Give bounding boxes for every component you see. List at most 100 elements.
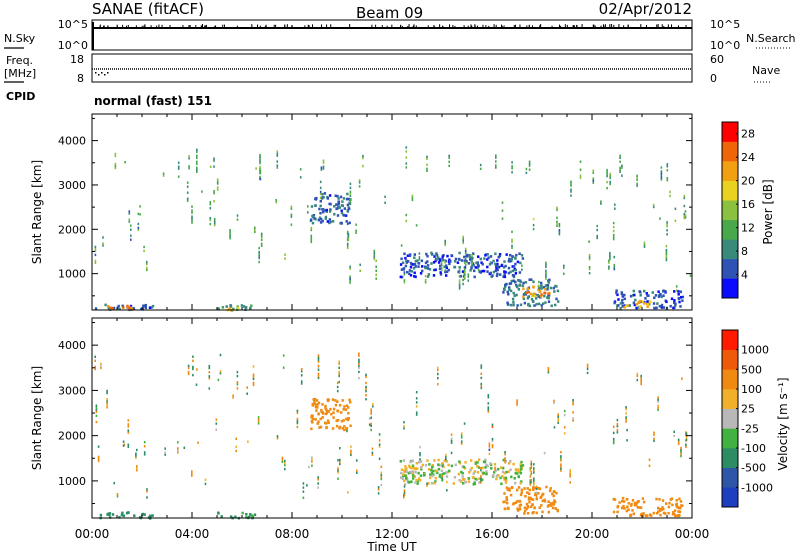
echo-cell [588, 256, 591, 259]
echo-cell [258, 246, 260, 250]
echo-cell [409, 261, 413, 265]
echo-cell [505, 497, 508, 500]
echo-cell [136, 448, 138, 452]
echo-cell [545, 265, 547, 268]
echo-cell [116, 495, 119, 498]
echo-cell [108, 513, 111, 517]
echo-cell [434, 253, 438, 257]
echo-cell [552, 490, 556, 494]
echo-cell [320, 196, 324, 199]
freq-outlier [107, 72, 109, 74]
echo-cell [520, 254, 524, 257]
echo-cell [616, 431, 619, 434]
echo-cell [319, 417, 322, 421]
echo-cell [328, 194, 332, 197]
echo-cell [403, 489, 406, 492]
echo-cell [530, 294, 534, 298]
echo-cell [208, 366, 211, 370]
echo-cell [625, 412, 627, 415]
echo-cell [232, 394, 234, 397]
echo-cell [281, 456, 284, 459]
echo-cell [326, 398, 329, 401]
echo-cell [528, 488, 531, 492]
echo-cell [462, 237, 464, 241]
echo-cell [259, 159, 261, 163]
echo-cell [480, 261, 483, 264]
echo-cell [547, 371, 550, 374]
echo-cell [450, 433, 453, 436]
echo-cell [405, 166, 408, 169]
echo-cell [467, 273, 470, 276]
echo-cell [356, 471, 358, 474]
echo-cell [434, 480, 437, 483]
echo-cell [660, 303, 664, 307]
echo-cell [531, 503, 534, 506]
nave-label: Nave [752, 64, 780, 77]
echo-cell [486, 253, 489, 256]
echo-cell [661, 506, 664, 509]
echo-cell [673, 434, 675, 438]
echo-cell [636, 178, 638, 181]
echo-cell [319, 204, 322, 208]
echo-cell [177, 175, 180, 178]
echo-cell [458, 258, 461, 261]
echo-cell [276, 160, 279, 163]
echo-cell [636, 302, 639, 306]
echo-cell [337, 471, 339, 474]
echo-cell [437, 458, 440, 462]
echo-cell [403, 279, 406, 282]
echo-cell [629, 294, 633, 298]
echo-cell [196, 150, 198, 153]
x-tick-label: 12:00 [375, 527, 410, 541]
echo-cell [677, 296, 681, 300]
echo-cell [549, 502, 552, 506]
echo-cell [349, 200, 352, 203]
echo-cell [358, 179, 361, 182]
echo-cell [496, 259, 499, 262]
echo-cell [371, 453, 374, 456]
echo-cell [443, 459, 446, 462]
echo-cell [338, 370, 340, 374]
echo-cell [296, 425, 299, 429]
echo-cell [495, 274, 499, 278]
echo-cell [440, 269, 443, 272]
echo-cell [662, 511, 666, 515]
echo-cell [635, 503, 638, 507]
echo-cell [508, 489, 511, 492]
echo-cell [400, 471, 403, 475]
echo-cell [437, 372, 439, 376]
echo-cell [508, 487, 511, 490]
echo-cell [458, 461, 462, 465]
echo-cell [419, 452, 421, 455]
echo-cell [128, 210, 131, 213]
echo-cell [358, 366, 360, 370]
echo-cell [275, 201, 277, 204]
echo-cell [547, 369, 550, 372]
echo-cell [356, 459, 358, 462]
echo-cell [358, 370, 360, 374]
echo-cell [518, 508, 521, 511]
echo-cell [557, 417, 559, 420]
echo-cell [495, 474, 499, 478]
echo-cell [127, 419, 130, 422]
echo-cell [640, 378, 642, 382]
echo-cell [572, 401, 574, 404]
echo-cell [463, 277, 466, 280]
echo-cell [415, 224, 418, 227]
echo-cell [674, 514, 677, 518]
echo-cell [445, 460, 447, 463]
echo-cell [509, 493, 513, 497]
echo-cell [417, 265, 420, 268]
echo-cell [514, 280, 517, 284]
echo-cell [508, 257, 511, 261]
echo-cell [336, 409, 339, 413]
echo-cell [349, 424, 352, 428]
echo-cell [438, 259, 442, 262]
echo-cell [666, 177, 669, 180]
echo-cell [652, 203, 655, 207]
colorbar-segment [722, 389, 738, 409]
echo-cell [143, 304, 146, 308]
echo-cell [625, 406, 627, 409]
echo-cell [311, 404, 314, 407]
echo-cell [514, 262, 517, 266]
